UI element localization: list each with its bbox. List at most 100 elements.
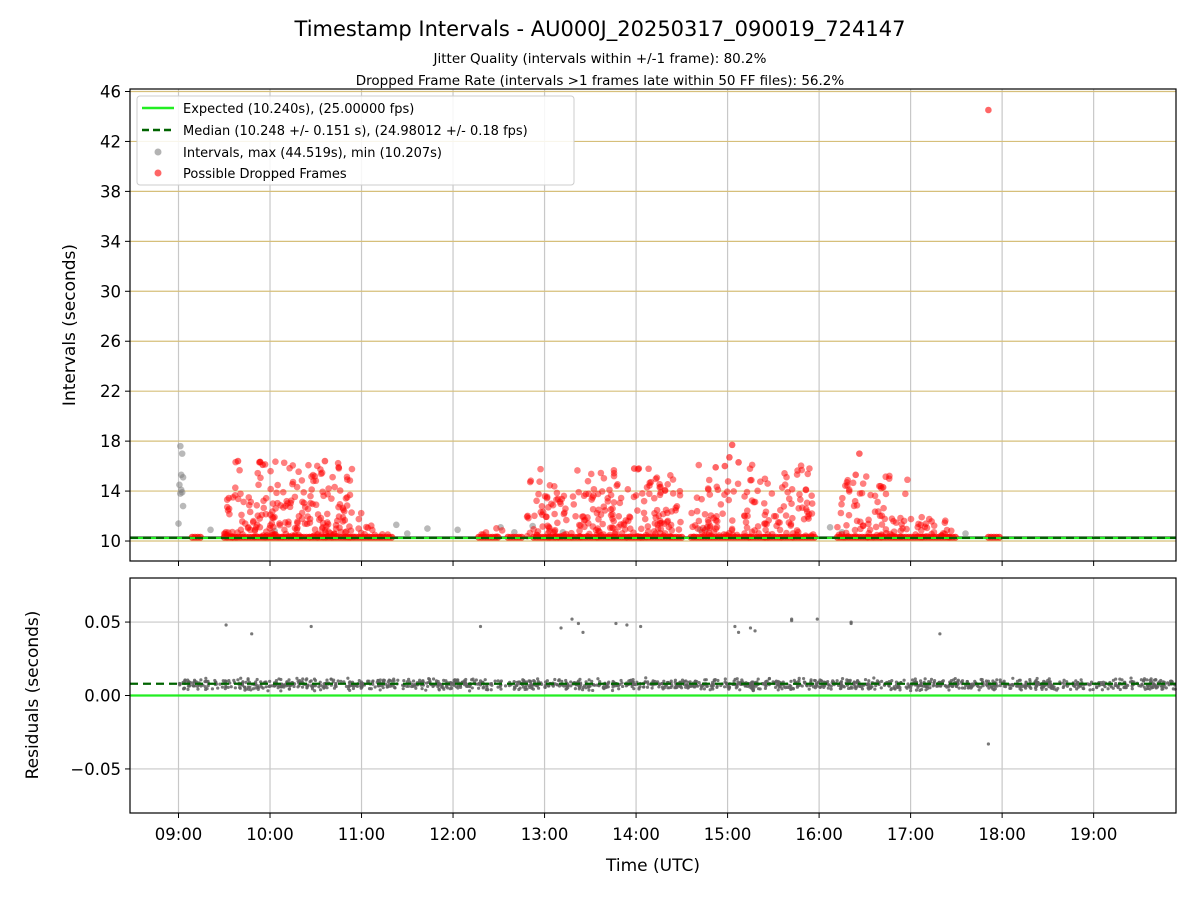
dropped-frame-point: [317, 470, 325, 478]
residual-point: [601, 685, 606, 689]
dropped-frame-point: [721, 462, 729, 470]
residual-point: [1145, 678, 1149, 682]
dropped-frame-point: [244, 524, 252, 532]
residual-point: [250, 632, 254, 636]
dropped-frame-point: [930, 522, 938, 529]
dropped-frame-point: [743, 524, 751, 531]
interval-point: [424, 525, 431, 532]
intervals-panel: 10 14 18 22 26 30 34 38 42 46 Intervals (seconds)…: [60, 82, 1177, 566]
dropped-frame-point: [762, 526, 769, 534]
residual-point: [1088, 688, 1092, 692]
interval-point: [454, 526, 461, 534]
residual-point: [1140, 683, 1144, 687]
dropped-frame-point: [776, 519, 783, 526]
dropped-frame-point: [324, 520, 332, 528]
residual-point: [318, 688, 323, 692]
dropped-frame-point: [808, 500, 816, 507]
residual-point: [1116, 685, 1120, 689]
dropped-frame-point: [797, 496, 804, 503]
residual-point: [993, 687, 997, 691]
residual-point: [645, 685, 650, 689]
dropped-frame-point: [705, 476, 713, 484]
intervals-y-tick-label: 42: [100, 132, 121, 151]
residuals-y-ticks: −0.05 0.00 0.05: [70, 613, 130, 779]
residual-point: [735, 677, 739, 681]
residual-point: [1160, 687, 1164, 691]
residual-point: [1042, 684, 1046, 688]
residual-point: [1143, 687, 1147, 691]
residual-point: [661, 687, 665, 691]
dropped-frame-point: [333, 517, 341, 525]
residual-point: [1029, 686, 1033, 690]
dropped-frame-point: [878, 521, 886, 528]
dropped-frame-point: [856, 450, 863, 457]
residual-point: [1167, 682, 1171, 686]
dropped-frame-point: [843, 478, 851, 486]
residual-point: [1122, 685, 1126, 690]
residuals-y-tick-label: −0.05: [70, 760, 121, 779]
dropped-frame-point: [734, 480, 742, 488]
residual-point: [373, 685, 377, 689]
dropped-frame-point: [289, 462, 297, 469]
residual-point: [195, 684, 200, 689]
dropped-frame-point: [313, 462, 321, 470]
dropped-frame-point: [651, 520, 659, 527]
dropped-frame-point: [545, 523, 553, 531]
residual-point: [186, 678, 190, 682]
legend-dropped-swatch: [154, 169, 162, 177]
dropped-frame-point: [229, 494, 237, 501]
dropped-frame-point: [600, 503, 608, 510]
residual-point: [995, 678, 999, 682]
dropped-frame-point: [701, 510, 709, 518]
dropped-frame-point: [770, 512, 778, 520]
dropped-frame-point: [714, 486, 722, 494]
residual-point: [590, 679, 594, 683]
dropped-frame-point: [865, 520, 872, 528]
residual-point: [853, 684, 857, 688]
dropped-frame-point: [343, 476, 351, 483]
dropped-frame-point: [761, 520, 768, 528]
residual-point: [1009, 686, 1013, 690]
residual-point: [409, 684, 414, 689]
dropped-frame-point: [637, 525, 645, 533]
residual-point: [673, 678, 678, 682]
residual-point: [835, 679, 839, 683]
residual-point: [346, 676, 350, 680]
dropped-frame-point: [796, 491, 803, 498]
residual-point: [696, 684, 700, 688]
dropped-frame-point: [493, 525, 500, 532]
dropped-frame-point: [339, 504, 347, 512]
intervals-y-tick-label: 34: [100, 232, 121, 251]
residuals-data: [130, 617, 1177, 746]
interval-point: [177, 442, 184, 450]
residual-point: [710, 683, 714, 687]
residual-point: [414, 686, 418, 690]
residual-point: [448, 687, 452, 691]
residual-point: [255, 677, 259, 682]
dropped-frame-point: [610, 499, 618, 506]
dropped-frame-point: [902, 490, 909, 498]
dropped-frame-point: [311, 526, 319, 533]
legend-intervals-label: Intervals, max (44.519s), min (10.207s): [183, 146, 442, 161]
dropped-frame-point: [706, 491, 714, 498]
dropped-frame-point: [294, 524, 301, 532]
residual-point: [642, 685, 646, 689]
residual-point: [576, 621, 581, 626]
residual-point: [776, 688, 780, 692]
dropped-frame-point: [672, 504, 680, 512]
dropped-frame-point: [838, 500, 845, 508]
residuals-y-axis-label: Residuals (seconds): [23, 611, 43, 780]
residual-point: [564, 678, 568, 683]
x-tick-label: 13:00: [521, 825, 569, 844]
dropped-frame-point: [785, 495, 793, 503]
residual-point: [1002, 679, 1006, 683]
residual-point: [826, 686, 830, 690]
residual-point: [244, 687, 248, 691]
residual-point: [420, 686, 424, 691]
dropped-frame-point: [524, 512, 531, 520]
residual-point: [305, 677, 309, 681]
residual-point: [223, 679, 227, 683]
residual-point: [723, 677, 727, 681]
legend-expected-label: Expected (10.240s), (25.00000 fps): [183, 102, 414, 117]
dropped-frame-point: [788, 486, 796, 493]
